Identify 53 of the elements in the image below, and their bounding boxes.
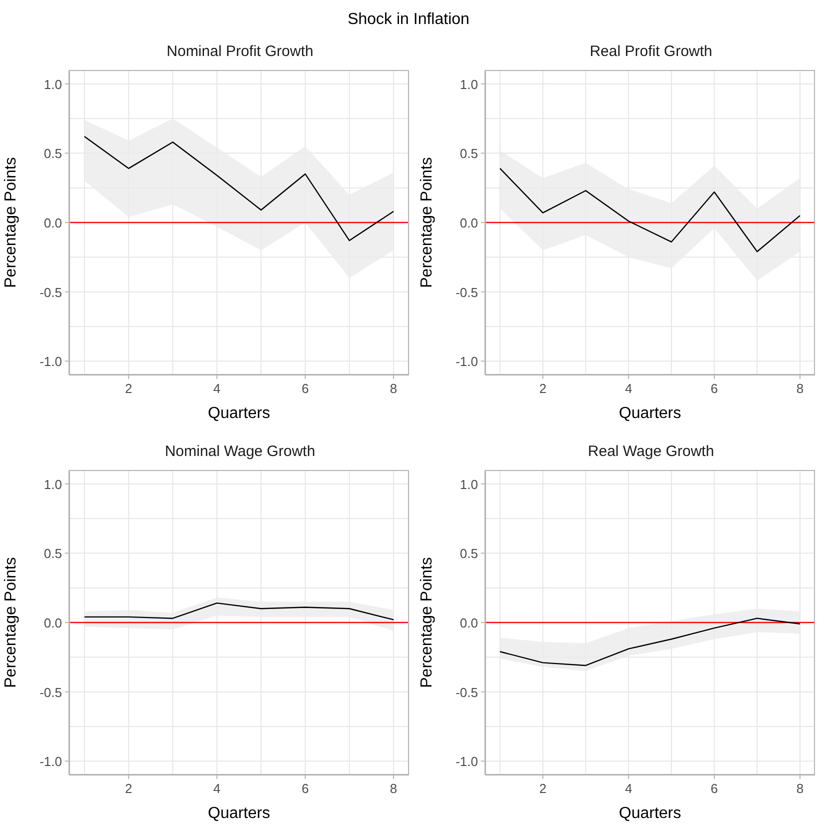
- y-tick-label: -1.0: [40, 754, 62, 770]
- x-axis-title: Quarters: [618, 805, 682, 822]
- y-tick-label: 1.0: [460, 76, 478, 92]
- y-tick-label: -1.0: [456, 354, 478, 370]
- y-tick-label: 0.0: [44, 216, 62, 230]
- line-series: [84, 136, 394, 242]
- y-tick-label: -1.0: [40, 354, 62, 370]
- y-axis-title: Percentage Points: [2, 157, 20, 288]
- y-tick-label: 1.0: [44, 76, 62, 92]
- x-tick-label: 8: [390, 381, 398, 396]
- x-tick-label: 8: [796, 781, 804, 796]
- x-tick-label: 6: [710, 781, 718, 796]
- y-tick-label: 0.0: [460, 616, 478, 630]
- y-tick-label: 1.0: [44, 476, 62, 492]
- text: Shock in Inflation: [348, 11, 470, 28]
- y-tick-label: 0.0: [460, 216, 478, 230]
- y-axis-title: Percentage Points: [418, 557, 436, 688]
- x-axis-title: Quarters: [618, 405, 682, 422]
- y-tick-label: -0.5: [456, 284, 478, 300]
- y-tick-label: 0.5: [44, 146, 62, 162]
- y-tick-label: -0.5: [40, 684, 62, 700]
- y-tick-label: -1.0: [456, 754, 478, 770]
- chart-title: Nominal Wage Growth: [164, 443, 316, 460]
- chart-title: Nominal Profit Growth: [166, 43, 314, 60]
- x-tick-label: 4: [624, 781, 632, 796]
- line-series: [499, 168, 801, 252]
- chart-title: Real Profit Growth: [588, 43, 714, 60]
- y-axis-title: Percentage Points: [2, 557, 20, 688]
- line-series: [84, 602, 394, 620]
- y-tick-label: 1.0: [460, 476, 478, 492]
- chart-title: Real Wage Growth: [586, 443, 716, 460]
- y-axis-title: Percentage Points: [418, 157, 436, 288]
- y-tick-label: 0.0: [44, 616, 62, 630]
- line-series: [499, 618, 801, 666]
- x-axis-title: Quarters: [208, 405, 270, 422]
- x-tick-label: 4: [213, 381, 221, 396]
- y-tick-label: 0.5: [44, 546, 62, 562]
- x-tick-label: 2: [124, 781, 132, 796]
- x-tick-label: 4: [213, 781, 221, 796]
- y-tick-label: -0.5: [40, 284, 62, 300]
- x-axis-title: Quarters: [208, 805, 270, 822]
- x-tick-label: 4: [624, 381, 632, 396]
- y-tick-label: 0.5: [460, 146, 478, 162]
- x-tick-label: 6: [710, 381, 718, 396]
- x-tick-label: 6: [302, 781, 309, 796]
- y-tick-label: 0.5: [460, 546, 478, 562]
- x-tick-label: 8: [390, 781, 398, 796]
- x-tick-label: 2: [124, 381, 132, 396]
- x-tick-label: 2: [539, 381, 546, 396]
- x-tick-label: 6: [302, 381, 309, 396]
- x-tick-label: 8: [796, 381, 804, 396]
- x-tick-label: 2: [539, 781, 546, 796]
- y-tick-label: -0.5: [456, 684, 478, 700]
